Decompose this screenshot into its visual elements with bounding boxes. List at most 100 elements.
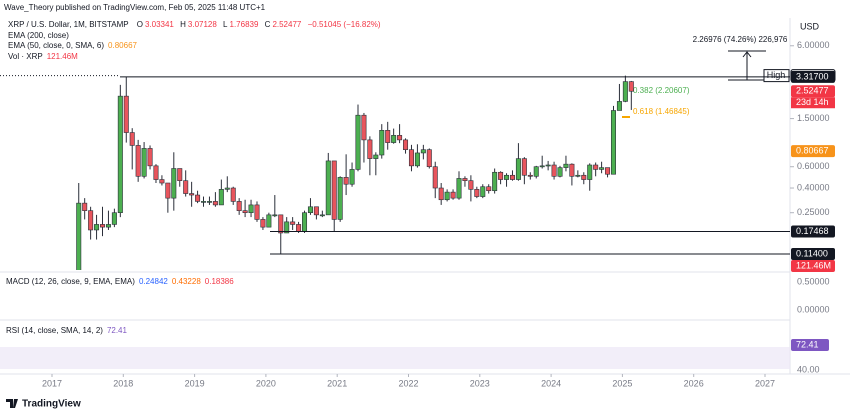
candle-body	[468, 180, 474, 190]
candle-body	[527, 174, 533, 177]
candle-body	[438, 187, 444, 201]
candle-body	[462, 178, 468, 181]
candle-body	[581, 174, 587, 180]
macd-value: 0.24842	[139, 277, 168, 286]
candle-body	[165, 182, 171, 199]
candle-body	[284, 221, 290, 234]
x-tick-label: 2019	[185, 378, 205, 388]
candle-body	[189, 193, 195, 196]
x-tick-label: 2027	[755, 378, 775, 388]
candle-body	[94, 224, 100, 231]
price-label-box	[791, 145, 835, 158]
candle-body	[159, 179, 165, 184]
vol-axis-box	[791, 260, 835, 272]
price-label: 0.80667	[796, 146, 829, 156]
candle-body	[218, 189, 224, 206]
candle-body	[236, 201, 242, 211]
candle-body	[117, 95, 123, 214]
macd-legend: MACD (12, 26, close, 9, EMA, EMA) 0.24842…	[6, 277, 234, 286]
candle-body	[456, 178, 462, 199]
candle-body	[177, 168, 183, 181]
x-tick-label: 2023	[470, 378, 490, 388]
price-label: 2.52477	[796, 86, 829, 96]
brand-logo	[6, 399, 18, 408]
candle-body	[361, 114, 367, 141]
y-tick-label: 0.60000	[797, 161, 830, 171]
candle-body	[539, 165, 545, 168]
candle-body	[224, 187, 230, 190]
candle-body	[616, 101, 622, 111]
candle-body	[498, 171, 504, 180]
candle-body	[248, 204, 254, 214]
candle-body	[337, 177, 343, 220]
candle-body	[105, 224, 111, 228]
candle-body	[610, 110, 616, 175]
vol-label: Vol · XRP	[8, 52, 43, 61]
candle-body	[545, 164, 551, 167]
rsi-legend: RSI (14, close, SMA, 14, 2) 72.41	[6, 326, 128, 335]
x-tick-label: 2017	[42, 378, 62, 388]
fib-382: 0.382 (2.20607)	[633, 86, 690, 95]
candle-body	[504, 174, 510, 180]
candle-body	[147, 148, 153, 167]
ohlc-value: 1.76839	[230, 20, 259, 29]
candle-body	[533, 166, 539, 177]
price-label-box	[791, 70, 835, 83]
candle-body	[266, 214, 272, 228]
symbol-row: XRP / U.S. Dollar, 1M, BITSTAMP O 3.03341…	[8, 20, 381, 29]
x-tick-label: 2020	[256, 378, 276, 388]
candle-body	[426, 149, 432, 168]
candle-body	[575, 174, 581, 177]
candle-body	[129, 132, 135, 146]
candle-body	[201, 201, 207, 203]
ohlc-key: O	[137, 20, 143, 29]
candle-body	[302, 212, 308, 232]
candle-body	[206, 201, 212, 203]
fib-618: 0.618 (1.46845)	[633, 107, 690, 116]
macd-hist: 0.18386	[205, 277, 234, 286]
candle-body	[82, 202, 88, 211]
x-tick-label: 2021	[327, 378, 347, 388]
price-label: 0.17468	[796, 226, 829, 236]
candle-body	[313, 206, 319, 216]
vol-axis-label: 121.46M	[796, 260, 831, 270]
candle-body	[480, 186, 486, 197]
candle-body	[141, 148, 147, 177]
y-tick-label: 6.00000	[797, 40, 830, 50]
candles	[76, 75, 634, 270]
x-tick-label: 2025	[612, 378, 632, 388]
candle-body	[355, 114, 361, 170]
candle-body	[153, 165, 159, 180]
ohlc-key: H	[180, 20, 186, 29]
candle-body	[391, 135, 397, 143]
measure-arrowhead	[742, 51, 752, 58]
candle-body	[349, 169, 355, 185]
rsi-label: RSI (14, close, SMA, 14, 2)	[6, 326, 103, 335]
rsi-axis-label: 72.41	[796, 339, 819, 349]
candle-body	[414, 152, 420, 167]
candle-body	[599, 167, 605, 170]
candle-body	[403, 139, 409, 150]
rsi-axis-label: 40.00	[797, 364, 820, 374]
candle-body	[444, 191, 450, 201]
vol-legend: Vol · XRP 121.46M	[8, 52, 78, 61]
candle-body	[123, 95, 129, 133]
ohlc-value: 3.03341	[145, 20, 174, 29]
candle-body	[628, 81, 634, 92]
macd-label: MACD (12, 26, close, 9, EMA, EMA)	[6, 277, 135, 286]
candle-body	[492, 171, 498, 192]
candle-body	[230, 187, 236, 202]
symbol: XRP / U.S. Dollar, 1M, BITSTAMP	[8, 20, 128, 29]
candle-body	[331, 160, 337, 220]
change: −0.51045 (−16.82%)	[308, 20, 381, 29]
candle-body	[622, 81, 628, 102]
candle-body	[379, 130, 385, 156]
candle-body	[408, 149, 414, 167]
currency: USD	[800, 21, 820, 31]
candle-body	[319, 214, 325, 217]
ohlc-value: 3.07128	[188, 20, 217, 29]
candle-body	[515, 158, 521, 180]
y-tick-label: 1.50000	[797, 113, 830, 123]
